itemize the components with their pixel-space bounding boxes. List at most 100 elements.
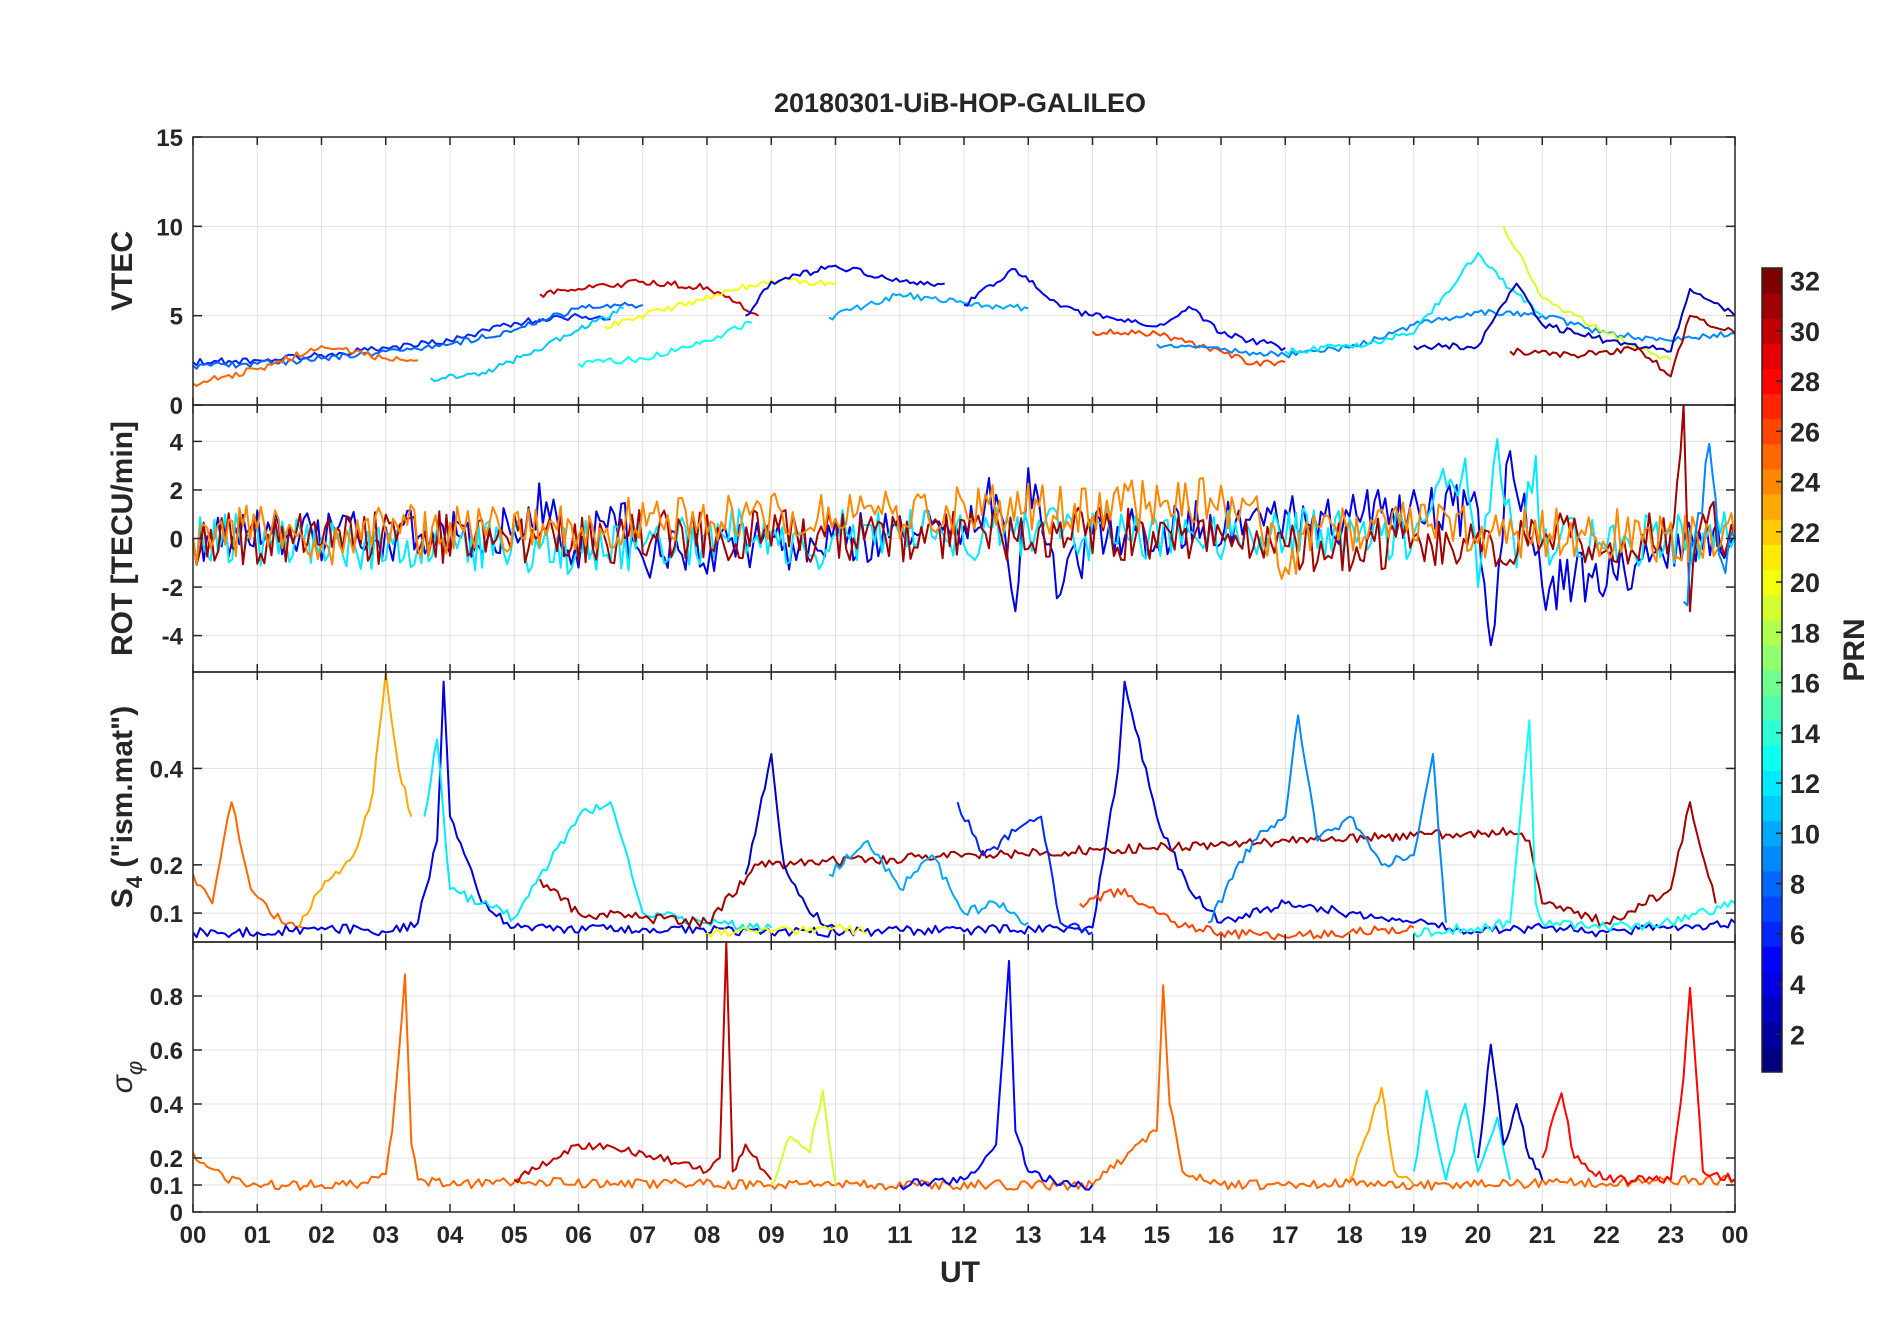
colorbar-segment — [1762, 921, 1782, 947]
y-tick-label: 0.8 — [150, 984, 183, 1011]
colorbar-segment — [1762, 820, 1782, 847]
series-prn-9 — [1207, 714, 1447, 924]
y-tick-label: 2 — [170, 478, 183, 505]
x-tick-label: 05 — [501, 1222, 528, 1249]
y-tick-label: 0.2 — [150, 853, 183, 880]
chart-title: 20180301-UiB-HOP-GALILEO — [774, 88, 1146, 118]
y-tick-label: 5 — [170, 304, 183, 331]
series-prn-19 — [1502, 225, 1672, 361]
series-prn-24 — [192, 477, 1736, 580]
series-prn-3 — [1477, 1043, 1544, 1180]
colorbar-label: PRN — [1838, 618, 1871, 681]
y-tick-label: 0.6 — [150, 1038, 183, 1065]
series-prn-25 — [192, 801, 303, 929]
x-tick-label: 22 — [1593, 1222, 1620, 1249]
colorbar-tick-label: 20 — [1790, 568, 1820, 598]
y-tick-label: 0.4 — [150, 756, 184, 783]
x-tick-label: 12 — [951, 1222, 978, 1249]
colorbar-segment — [1762, 1021, 1782, 1048]
colorbar-tick-label: 6 — [1790, 920, 1805, 950]
colorbar-segment — [1762, 293, 1782, 319]
series-prn-20 — [706, 923, 868, 938]
series-prn-28 — [1541, 986, 1736, 1186]
colorbar-tick-label: 24 — [1790, 468, 1820, 498]
y-tick-label: 10 — [156, 214, 183, 241]
colorbar-segment — [1762, 343, 1782, 369]
series-prn-12 — [423, 738, 772, 932]
series-prn-19 — [770, 1089, 837, 1186]
series-prn-10 — [828, 839, 1029, 926]
colorbar-segment — [1762, 619, 1782, 646]
colorbar-segment — [1762, 795, 1782, 822]
colorbar-tick-label: 30 — [1790, 317, 1820, 347]
y-tick-label: 4 — [170, 429, 184, 456]
colorbar-segment — [1762, 871, 1782, 897]
colorbar-segment — [1762, 519, 1782, 545]
colorbar-segment — [1762, 368, 1782, 395]
y-axis-label-s4: S4 ("ism.mat") — [106, 706, 147, 908]
x-tick-label: 10 — [822, 1222, 849, 1249]
series-prn-13 — [1413, 719, 1736, 938]
y-tick-label: 15 — [156, 125, 183, 152]
y-axis-label-sigma_phi: σφ — [106, 1061, 147, 1093]
colorbar-segment — [1762, 268, 1782, 294]
series-prn-30 — [539, 278, 759, 317]
x-tick-label: 20 — [1465, 1222, 1492, 1249]
x-tick-label: 13 — [1015, 1222, 1042, 1249]
colorbar-segment — [1762, 418, 1782, 445]
series-prn-11 — [430, 306, 624, 382]
colorbar-segment — [1762, 569, 1782, 596]
y-tick-label: 0.1 — [150, 901, 183, 928]
series-prn-25 — [192, 345, 419, 387]
colorbar-segment — [1762, 318, 1782, 344]
series-prn-3 — [744, 753, 837, 929]
series-prn-23 — [295, 671, 413, 929]
series-prn-8 — [192, 301, 644, 370]
colorbar-tick-label: 28 — [1790, 367, 1820, 397]
y-tick-label: 0 — [170, 527, 183, 554]
series-prn-6 — [956, 801, 1093, 936]
colorbar-tick-label: 2 — [1790, 1020, 1805, 1050]
series-prn-5 — [899, 959, 1094, 1191]
series-prn-31 — [1509, 314, 1736, 378]
colorbar-tick-label: 8 — [1790, 870, 1805, 900]
y-tick-label: -4 — [162, 624, 184, 651]
colorbar-tick-label: 22 — [1790, 518, 1820, 548]
colorbar-segment — [1762, 770, 1782, 797]
colorbar-segment — [1762, 393, 1782, 420]
x-tick-label: 00 — [1722, 1222, 1749, 1249]
x-tick-label: 11 — [887, 1222, 912, 1249]
series-prn-4 — [745, 264, 945, 317]
series-prn-23 — [1348, 1086, 1415, 1186]
series-prn-12 — [1284, 252, 1543, 356]
x-axis-label: UT — [940, 1256, 980, 1289]
colorbar-tick-label: 32 — [1790, 267, 1820, 297]
colorbar-segment — [1762, 1046, 1782, 1073]
x-tick-label: 23 — [1657, 1222, 1684, 1249]
colorbar-frame — [1761, 267, 1783, 1073]
colorbar-tick-label: 18 — [1790, 618, 1820, 648]
x-axis-ticks: 00 01 02 03 04 05 06 07 08 09 10 11 12 13 14 15 16 17 18 19… — [180, 1222, 1749, 1249]
series-prn-5 — [963, 268, 1286, 352]
series-prn-12 — [1412, 1089, 1512, 1181]
colorbar-tick-label: 14 — [1790, 719, 1820, 749]
x-tick-label: 15 — [1143, 1222, 1170, 1249]
colorbar-segment — [1762, 720, 1782, 746]
series-prn-3 — [1413, 282, 1736, 353]
colorbar-segment — [1762, 644, 1782, 671]
x-tick-label: 02 — [308, 1222, 335, 1249]
x-tick-label: 08 — [694, 1222, 721, 1249]
x-tick-label: 07 — [629, 1222, 656, 1249]
series-prn-25 — [192, 973, 1736, 1191]
panel-rot: -4 -2 0 2 4 ROT [TECU/min] — [106, 404, 1736, 673]
series-prn-30 — [513, 941, 773, 1184]
y-axis-label-main: S — [106, 888, 139, 908]
x-tick-label: 00 — [180, 1222, 207, 1249]
colorbar-tick-label: 12 — [1790, 769, 1820, 799]
series-prn-26 — [1078, 888, 1415, 941]
y-tick-label: 0 — [170, 1200, 183, 1227]
x-tick-label: 21 — [1529, 1222, 1556, 1249]
